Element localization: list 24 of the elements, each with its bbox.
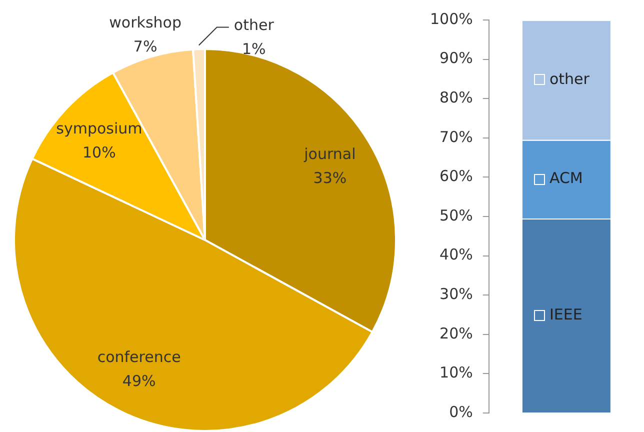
data-label: 1% [242, 40, 266, 58]
data-label: 49% [122, 372, 156, 390]
series-label: ACM [549, 169, 583, 188]
y-tick-label: 60% [440, 167, 473, 186]
slice-label: other [234, 16, 275, 34]
y-tick-label: 30% [440, 284, 473, 303]
y-tick-label: 80% [440, 88, 473, 106]
series-label: other [549, 70, 590, 88]
slice-label: symposium [56, 120, 142, 138]
y-tick-label: 70% [440, 128, 473, 146]
series-label: IEEE [549, 305, 582, 324]
y-tick-label: 10% [440, 364, 473, 382]
data-label: 10% [82, 144, 116, 162]
y-tick-label: 50% [440, 206, 473, 224]
y-tick-label: 20% [440, 324, 473, 342]
slice-label: workshop [109, 13, 182, 32]
y-tick-label: 100% [430, 10, 473, 28]
y-tick-label: 0% [449, 402, 473, 421]
y-tick-label: 90% [440, 49, 473, 68]
y-tick-label: 40% [440, 246, 473, 264]
data-label: 33% [313, 169, 347, 187]
data-label: 7% [133, 37, 158, 56]
slice-label: conference [97, 348, 181, 366]
slice-label: journal [303, 145, 356, 163]
